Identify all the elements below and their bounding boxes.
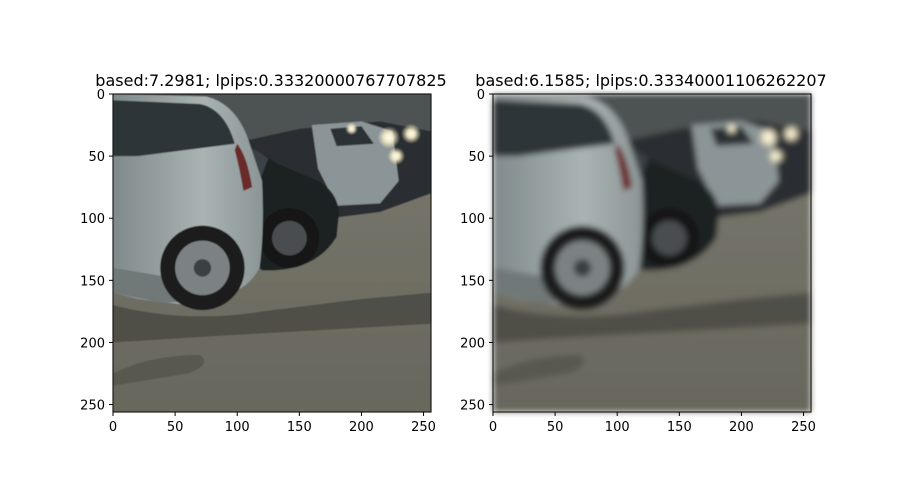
panel-1-y-tick-label: 100 — [80, 212, 105, 227]
panel-2-x-tick-label: 50 — [547, 420, 564, 435]
panel-2-axes: 0 50 100 150 200 250 0 50 100 150 200 250 — [460, 88, 816, 435]
panel-1-y-tick-label: 200 — [80, 336, 105, 351]
panel-1-x-tick-label: 200 — [349, 420, 374, 435]
panel-1-x-tick-label: 250 — [411, 420, 436, 435]
panel-1-x-tick-label: 150 — [287, 420, 312, 435]
panel-1-y-tick-label: 150 — [80, 274, 105, 289]
panel-1-y-tick-label: 50 — [88, 150, 105, 165]
panel-2-y-tick-label: 250 — [460, 399, 485, 414]
panel-2-y-tick-label: 150 — [460, 274, 485, 289]
panel-2-x-tick-label: 0 — [489, 420, 497, 435]
panel-1-frame — [112, 93, 432, 413]
panel-2-x-tick-label: 200 — [729, 420, 754, 435]
panel-2-image — [493, 94, 811, 412]
panel-2-y-tick-label: 100 — [460, 212, 485, 227]
panel-2-x-tick-label: 150 — [667, 420, 692, 435]
panel-2-x-tick-label: 250 — [791, 420, 816, 435]
panel-2-y-tick-label: 50 — [468, 150, 485, 165]
panel-1-x-tick-label: 50 — [167, 420, 184, 435]
panel-1-x-tick-label: 0 — [109, 420, 117, 435]
panel-2-y-tick-label: 200 — [460, 336, 485, 351]
panel-1-y-tick-label: 0 — [97, 88, 105, 103]
panel-1-x-tick-label: 100 — [225, 420, 250, 435]
panel-2-x-tick-label: 100 — [605, 420, 630, 435]
panel-2-frame — [492, 93, 812, 413]
panel-1-image — [113, 94, 431, 412]
panel-1-axes: 0 50 100 150 200 250 0 50 100 150 200 250 — [80, 88, 436, 435]
panel-1-y-tick-label: 250 — [80, 399, 105, 414]
panel-2-title: based:6.1585; lpips:0.33340001106262207 — [475, 71, 826, 90]
panel-1-title: based:7.2981; lpips:0.33320000767707825 — [95, 71, 446, 90]
panel-2-y-tick-label: 0 — [477, 88, 485, 103]
